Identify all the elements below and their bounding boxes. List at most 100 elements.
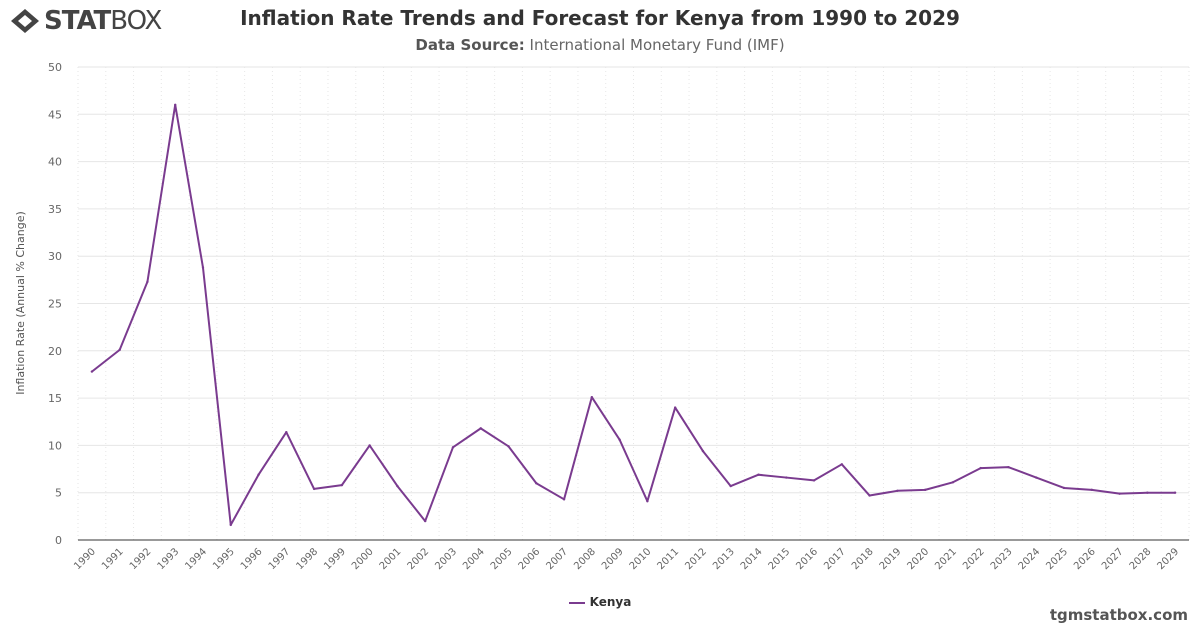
data-point <box>1035 476 1038 479</box>
data-point <box>618 438 621 441</box>
x-tick-label: 2026 <box>1072 546 1098 572</box>
data-point <box>396 484 399 488</box>
data-point <box>868 494 871 497</box>
x-tick-label: 2001 <box>378 546 404 572</box>
x-tick-label: 2027 <box>1100 546 1126 572</box>
data-point <box>285 430 288 434</box>
x-tick-label: 1991 <box>100 546 126 572</box>
data-point <box>979 466 982 470</box>
x-tick-label: 2014 <box>739 546 765 572</box>
data-point <box>1007 465 1010 469</box>
source-label: Data Source: <box>415 36 525 54</box>
data-point <box>174 103 177 107</box>
x-tick-label: 2006 <box>517 546 543 572</box>
chart-title: Inflation Rate Trends and Forecast for K… <box>240 6 960 30</box>
x-tick-label: 2020 <box>905 546 931 572</box>
legend-item-kenya[interactable]: Kenya <box>589 595 632 609</box>
y-tick-label: 5 <box>55 487 62 500</box>
x-tick-label: 1999 <box>322 546 348 572</box>
y-tick-label: 40 <box>48 156 62 169</box>
data-point <box>340 483 344 487</box>
x-tick-label: 2028 <box>1128 546 1154 572</box>
y-axis-title: Inflation Rate (Annual % Change) <box>14 211 27 395</box>
data-point <box>118 348 121 352</box>
x-tick-label: 2015 <box>767 546 793 572</box>
legend[interactable]: Kenya <box>0 595 1200 609</box>
data-point <box>923 488 927 492</box>
data-point <box>701 449 705 453</box>
x-tick-label: 2008 <box>572 546 598 572</box>
x-tick-label: 2009 <box>600 546 626 572</box>
data-point <box>1090 488 1093 492</box>
x-tick-label: 2022 <box>961 546 987 572</box>
x-tick-label: 2002 <box>406 546 432 572</box>
x-tick-label: 2021 <box>933 546 959 572</box>
y-tick-label: 0 <box>55 534 62 547</box>
y-tick-label: 15 <box>48 392 62 405</box>
data-point <box>1146 491 1149 494</box>
x-tick-label: 2000 <box>350 546 376 572</box>
data-point <box>451 446 455 449</box>
x-tick-label: 2029 <box>1155 546 1181 572</box>
y-tick-label: 35 <box>48 203 62 216</box>
data-point <box>757 473 760 476</box>
x-tick-label: 1997 <box>267 546 293 572</box>
data-point <box>257 473 260 476</box>
data-point <box>368 444 371 447</box>
data-point <box>1062 486 1066 490</box>
data-point <box>812 479 816 482</box>
x-tick-label: 2011 <box>656 546 682 572</box>
x-tick-label: 2004 <box>461 546 487 572</box>
site-credit: tgmstatbox.com <box>1049 606 1188 624</box>
x-tick-label: 2007 <box>544 546 570 572</box>
x-tick-label: 1992 <box>128 546 154 572</box>
data-point <box>646 500 649 503</box>
data-point <box>507 445 510 448</box>
data-point <box>535 482 538 485</box>
x-tick-label: 1998 <box>294 546 320 572</box>
series-line-kenya <box>91 103 1176 526</box>
x-tick-label: 2010 <box>628 546 654 572</box>
x-tick-label: 2005 <box>489 546 515 572</box>
diamond-logo-icon <box>11 9 39 33</box>
y-tick-label: 50 <box>48 61 62 74</box>
x-tick-label: 2003 <box>433 546 459 572</box>
y-tick-label: 30 <box>48 250 62 263</box>
data-point <box>1173 491 1177 494</box>
data-point <box>229 523 232 527</box>
x-tick-label: 2023 <box>989 546 1015 572</box>
x-tick-label: 2019 <box>878 546 904 572</box>
y-tick-label: 10 <box>48 439 62 452</box>
chart-subtitle: Data Source: International Monetary Fund… <box>0 36 1200 54</box>
x-tick-label: 2013 <box>711 546 737 572</box>
data-point <box>896 489 899 493</box>
x-tick-label: 2016 <box>794 546 820 572</box>
y-tick-label: 20 <box>48 345 62 358</box>
data-point <box>146 280 149 283</box>
data-point <box>479 427 482 430</box>
data-point <box>90 370 94 373</box>
statbox-logo: STATBOX <box>10 6 162 36</box>
x-tick-label: 1996 <box>239 546 265 572</box>
legend-swatch <box>568 601 585 604</box>
data-point <box>673 406 677 409</box>
data-point <box>951 481 955 484</box>
data-point <box>590 395 594 399</box>
x-tick-label: 2017 <box>822 546 848 572</box>
data-point <box>201 266 205 269</box>
x-tick-label: 2024 <box>1017 546 1043 572</box>
data-point <box>1118 492 1121 495</box>
data-point <box>562 498 566 501</box>
x-tick-label: 1995 <box>211 546 237 572</box>
x-tick-label: 2025 <box>1044 546 1070 572</box>
logo-text-bold: STAT <box>44 6 111 36</box>
data-point <box>312 487 316 491</box>
data-point <box>729 484 732 488</box>
x-tick-label: 1990 <box>72 546 98 572</box>
data-point <box>423 519 427 523</box>
data-point <box>785 476 788 479</box>
source-value: International Monetary Fund (IMF) <box>529 36 785 54</box>
y-tick-label: 25 <box>48 298 62 311</box>
